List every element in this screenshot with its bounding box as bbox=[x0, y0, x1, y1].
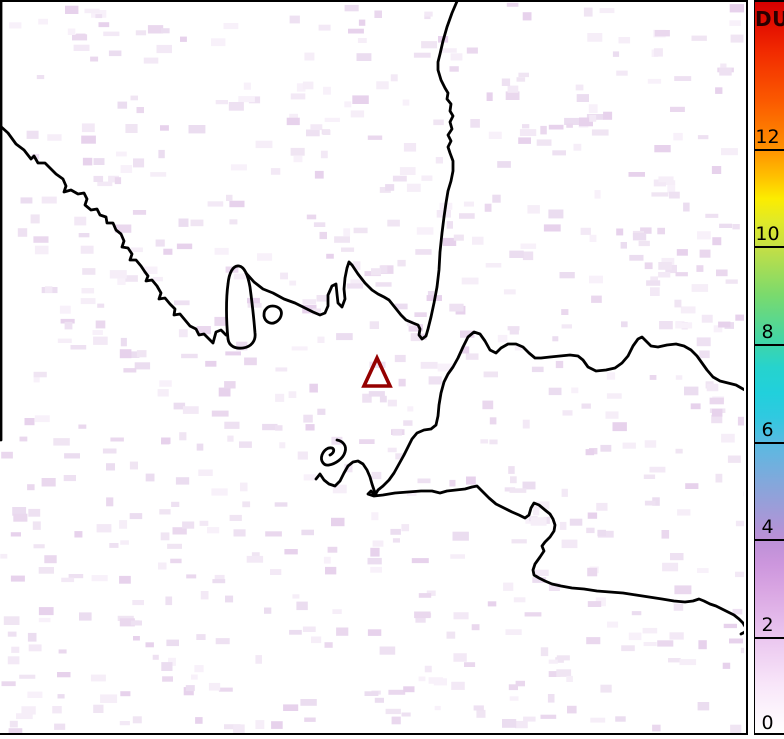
map-canvas bbox=[0, 0, 748, 735]
colorbar-tick-line bbox=[755, 149, 784, 151]
coastline-northwest-diagonal bbox=[0, 123, 228, 345]
map-svg bbox=[0, 2, 744, 733]
colorbar-tick-label: 12 bbox=[755, 126, 780, 148]
coastline-east-and-south bbox=[366, 330, 744, 636]
colorbar-tick-label: 8 bbox=[761, 321, 774, 343]
colorbar: DU 12 10 8 6 4 2 0 bbox=[754, 0, 784, 735]
coastline-spit-peninsula bbox=[225, 264, 257, 350]
colorbar-unit-label: DU bbox=[755, 7, 784, 31]
coastline-islet-bay bbox=[320, 438, 347, 467]
volcano-triangle-marker bbox=[361, 353, 393, 388]
coastline-bay-north-peninsula bbox=[244, 2, 459, 341]
colorbar-tick-label: 4 bbox=[761, 516, 774, 538]
pixel-noise-layer bbox=[0, 2, 744, 733]
colorbar-tick-line bbox=[755, 637, 784, 639]
colorbar-tick-line bbox=[755, 442, 784, 444]
colorbar-tick-line bbox=[755, 246, 784, 248]
colorbar-tick-label: 0 bbox=[761, 712, 774, 734]
colorbar-tick-line bbox=[755, 539, 784, 541]
colorbar-tick-line bbox=[755, 344, 784, 346]
colorbar-tick-label: 2 bbox=[761, 614, 774, 636]
colorbar-tick-label: 6 bbox=[761, 419, 774, 441]
coastline-layer bbox=[0, 2, 744, 636]
coastline-islet-west bbox=[262, 304, 283, 325]
coastline-bay-west-hill bbox=[314, 459, 378, 496]
colorbar-tick-label: 10 bbox=[755, 223, 780, 245]
